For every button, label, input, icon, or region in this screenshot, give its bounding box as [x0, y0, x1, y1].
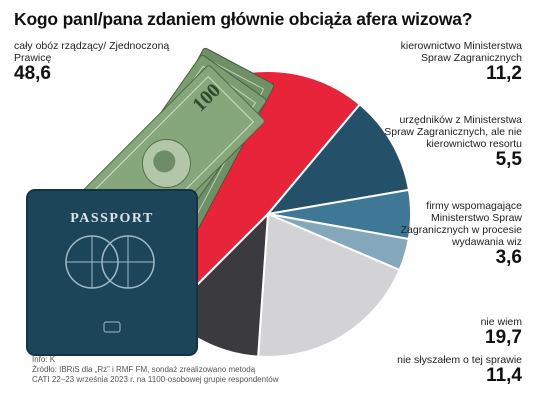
label-support-firms-text: firmy wspomagające Ministerstwo Spraw Za… — [400, 200, 522, 248]
label-dont-know-text: nie wiem — [480, 316, 522, 328]
footer-method: CATI 22–23 września 2023 r. na 1100-osob… — [32, 375, 279, 384]
pie-slice-dont-know — [257, 212, 401, 359]
footer-source: Źródło: IBRiS dla „Rz” i RMF FM, sondaż … — [32, 365, 256, 374]
value-msz-leadership: 11,2 — [486, 63, 522, 84]
label-dont-know: nie wiem 19,7 — [400, 316, 522, 348]
label-not-heard: nie słyszałem o tej sprawie 11,4 — [340, 354, 522, 386]
value-dont-know: 19,7 — [485, 327, 522, 348]
label-msz-leadership-text: kierownictwo Ministerstwa Spraw Zagranic… — [400, 40, 522, 64]
value-support-firms: 3,6 — [495, 247, 522, 268]
value-not-heard: 11,4 — [486, 365, 522, 386]
pie-slice-msz-leadership — [265, 102, 411, 216]
footer-info: Info: K — [32, 355, 56, 364]
label-msz-leadership: kierownictwo Ministerstwa Spraw Zagranic… — [380, 40, 522, 84]
chart-footer: Info: K Źródło: IBRiS dla „Rz” i RMF FM,… — [32, 355, 279, 385]
passport-label: PASSPORT — [70, 211, 154, 226]
chart-title: Kogo panI/pana zdaniem głównie obciąża a… — [14, 9, 473, 29]
label-ruling-camp: cały obóz rządzący/ Zjednoczoną Prawicę … — [14, 40, 189, 84]
label-support-firms: firmy wspomagające Ministerstwo Spraw Za… — [392, 200, 522, 268]
value-ruling-camp: 48,6 — [14, 63, 51, 84]
label-msz-officials: urzędników z Ministerstwa Spraw Zagranic… — [380, 114, 522, 170]
label-msz-officials-text: urzędników z Ministerstwa Spraw Zagranic… — [384, 114, 522, 150]
value-msz-officials: 5,5 — [495, 149, 522, 170]
label-ruling-camp-text: cały obóz rządzący/ Zjednoczoną Prawicę — [14, 40, 170, 64]
label-not-heard-text: nie słyszałem o tej sprawie — [397, 354, 522, 366]
passport-illustration: PASSPORT — [26, 189, 198, 356]
